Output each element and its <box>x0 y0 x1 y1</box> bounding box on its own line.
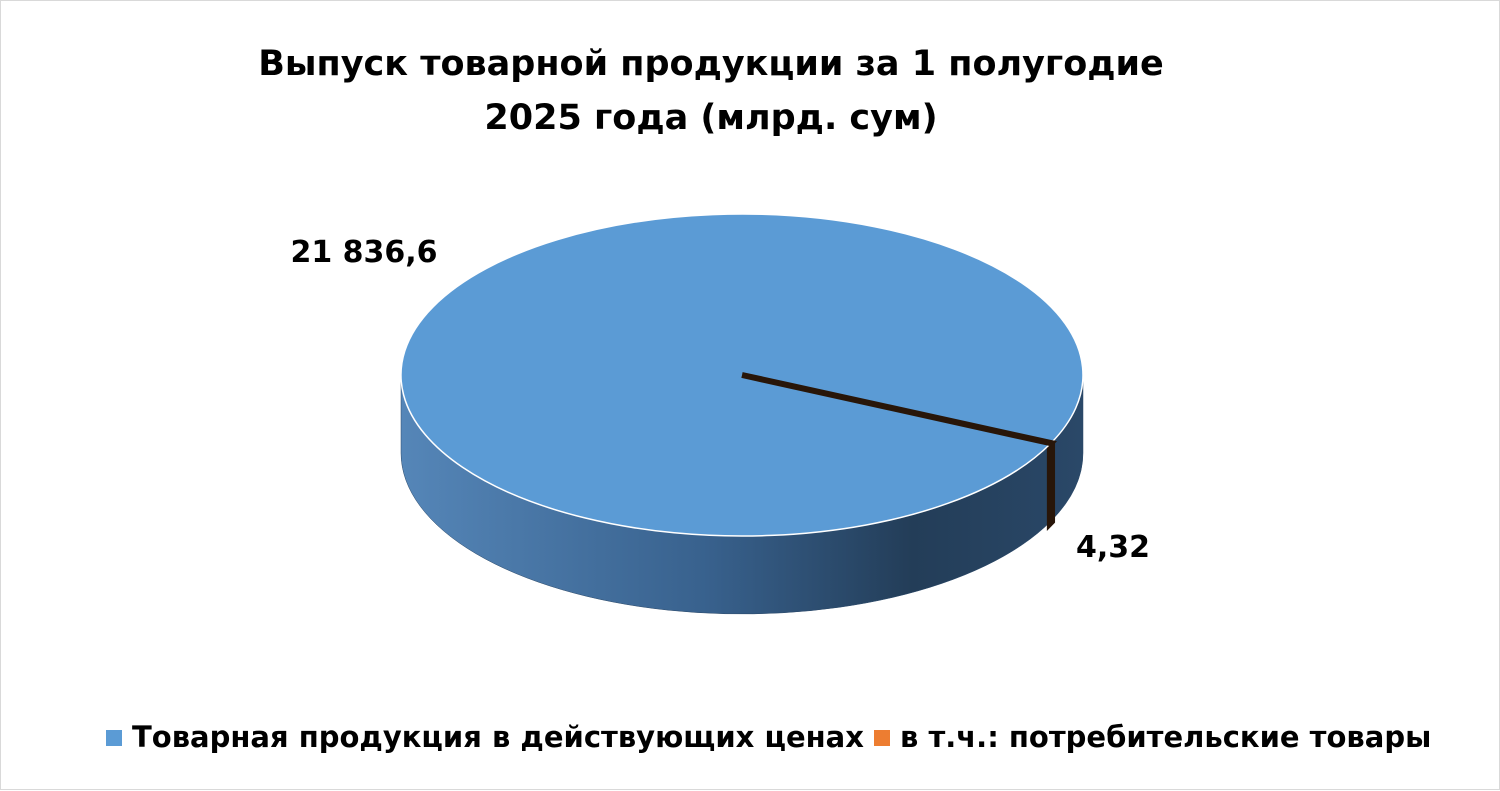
legend-label: в т.ч.: потребительские товары <box>900 720 1431 754</box>
legend-swatch <box>874 730 890 746</box>
pie-slice <box>401 214 1083 536</box>
legend-label: Товарная продукция в действующих ценах <box>132 720 864 754</box>
legend-swatch <box>106 730 122 746</box>
data-label: 21 836,6 <box>290 235 437 270</box>
data-label: 4,32 <box>1076 530 1150 565</box>
